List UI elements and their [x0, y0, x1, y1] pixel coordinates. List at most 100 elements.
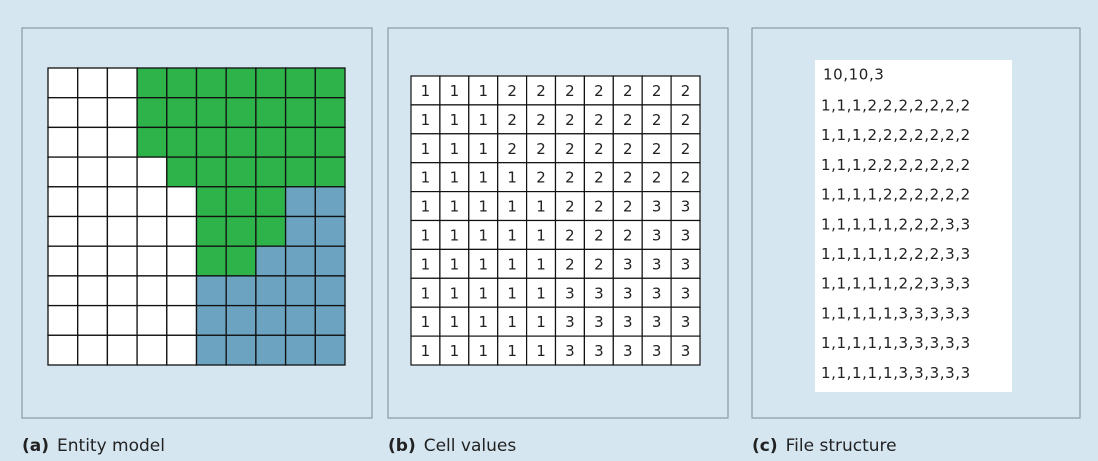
value-cell — [525, 306, 557, 337]
cell-value: 3 — [652, 255, 662, 273]
cell-value: 2 — [681, 169, 691, 187]
cell-value: 2 — [681, 82, 691, 100]
cell-value: 1 — [536, 198, 546, 216]
cell-value: 1 — [450, 255, 460, 273]
cell-value: 2 — [623, 140, 633, 158]
entity-cell — [255, 97, 287, 129]
entity-cell — [47, 156, 79, 188]
entity-cell — [314, 334, 346, 366]
cell-value: 3 — [565, 342, 575, 360]
cell-value: 3 — [681, 313, 691, 331]
entity-cell — [314, 245, 346, 277]
cell-value: 2 — [623, 169, 633, 187]
entity-cell — [47, 97, 79, 129]
value-cell — [525, 248, 557, 279]
cell-value: 2 — [507, 82, 517, 100]
entity-cell — [106, 186, 138, 218]
entity-cell — [284, 334, 316, 366]
value-cell — [554, 191, 585, 222]
value-cell — [468, 335, 499, 366]
cell-value: 1 — [507, 169, 517, 187]
cell-value: 1 — [507, 198, 517, 216]
entity-cell — [284, 245, 316, 277]
entity-cell — [166, 97, 198, 129]
value-cell — [670, 306, 701, 337]
entity-cell — [136, 126, 168, 158]
entity-cell — [166, 186, 198, 218]
file-line: 1,1,1,2,2,2,2,2,2,2 — [821, 126, 971, 144]
value-cell — [583, 75, 614, 106]
entity-cell — [225, 186, 257, 218]
cell-value: 1 — [536, 255, 546, 273]
entity-cell — [255, 126, 287, 158]
entity-cell — [136, 156, 168, 188]
cell-value: 1 — [478, 169, 488, 187]
cell-value: 2 — [565, 82, 575, 100]
entity-cell — [314, 156, 346, 188]
cell-value: 2 — [623, 198, 633, 216]
value-cell — [670, 104, 701, 135]
cell-value: 3 — [652, 198, 662, 216]
cell-value: 3 — [681, 226, 691, 244]
cell-value: 1 — [478, 226, 488, 244]
entity-cell — [47, 186, 79, 218]
value-cell — [525, 104, 557, 135]
cell-value: 1 — [507, 313, 517, 331]
cell-value: 1 — [421, 284, 431, 302]
value-cell — [670, 75, 701, 106]
cell-value: 1 — [507, 255, 517, 273]
cell-value: 1 — [478, 111, 488, 129]
entity-cell — [225, 126, 257, 158]
value-cell — [439, 75, 470, 106]
value-cell — [670, 191, 701, 222]
entity-cell — [106, 245, 138, 277]
cell-value: 2 — [565, 169, 575, 187]
cell-value: 1 — [536, 313, 546, 331]
cell-value: 2 — [565, 226, 575, 244]
entity-cell — [314, 126, 346, 158]
value-cell — [468, 162, 499, 193]
entity-cell — [106, 67, 138, 99]
cell-value: 2 — [536, 82, 546, 100]
cell-value: 2 — [681, 111, 691, 129]
value-cell — [670, 335, 701, 366]
cell-value: 3 — [652, 226, 662, 244]
cell-value: 1 — [421, 169, 431, 187]
entity-cell — [314, 275, 346, 307]
entity-cell — [225, 97, 257, 129]
cell-value: 1 — [507, 342, 517, 360]
entity-cell — [195, 275, 227, 307]
cell-value: 1 — [421, 342, 431, 360]
entity-cell — [314, 304, 346, 336]
cell-value: 3 — [681, 198, 691, 216]
entity-cell — [77, 67, 109, 99]
cell-value: 2 — [594, 140, 604, 158]
entity-cell — [195, 126, 227, 158]
value-cell — [439, 191, 470, 222]
value-cell — [641, 162, 672, 193]
cell-value: 3 — [594, 284, 604, 302]
entity-cell — [166, 67, 198, 99]
entity-cell — [47, 275, 79, 307]
entity-cell — [106, 334, 138, 366]
caption-label: (b) — [388, 436, 416, 456]
cell-value: 1 — [536, 226, 546, 244]
cell-value: 2 — [565, 140, 575, 158]
cell-value: 1 — [536, 342, 546, 360]
cell-value: 1 — [450, 313, 460, 331]
cell-value: 1 — [450, 198, 460, 216]
cell-value: 3 — [594, 313, 604, 331]
entity-cell — [136, 334, 168, 366]
value-cell — [641, 219, 672, 250]
entity-cell — [77, 275, 109, 307]
caption: (a) Entity model — [22, 436, 165, 456]
entity-cell — [195, 304, 227, 336]
caption-text: Cell values — [424, 436, 517, 456]
value-cell — [670, 162, 701, 193]
cell-value: 2 — [594, 111, 604, 129]
file-line: 1,1,1,1,1,3,3,3,3,3 — [821, 304, 971, 322]
cell-value: 2 — [594, 82, 604, 100]
entity-cell — [195, 97, 227, 129]
file-line: 1,1,1,2,2,2,2,2,2,2 — [821, 156, 971, 174]
